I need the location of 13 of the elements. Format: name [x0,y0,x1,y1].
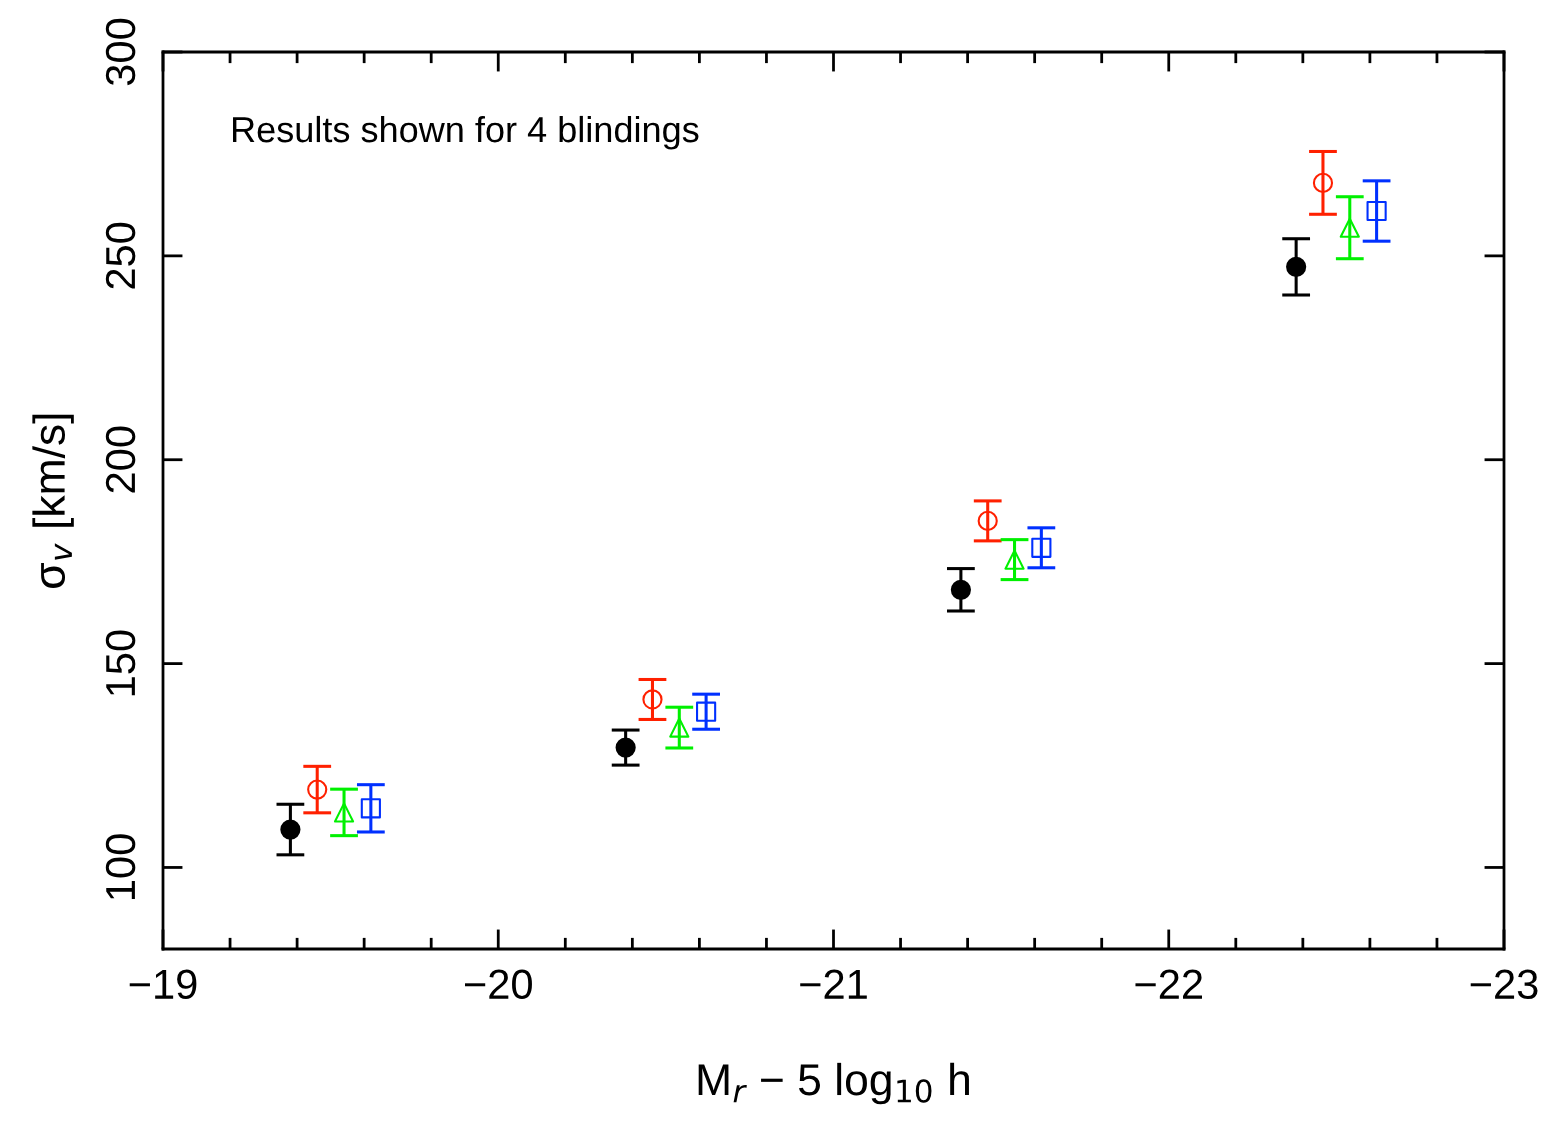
x-axis-title: M$_{r}$ − 5 log$_{10}$ h [698,1062,969,1105]
y-tick-label: 250 [105,222,136,289]
y-axis-title: σ$_{v}$ [km/s] [32,414,74,588]
x-tick-label: −21 [800,969,867,999]
y-tick-label: 300 [105,18,136,86]
x-tick-label: −20 [464,969,532,1000]
annotation: Results shown for 4 blindings [233,115,699,150]
y-tick-label: 200 [105,426,136,493]
y-tick-label: 100 [105,834,136,900]
x-tick-label: −23 [1470,969,1538,1000]
x-tick-label: −22 [1135,969,1202,999]
y-tick-label: 150 [105,630,136,696]
x-tick-label: −19 [129,969,197,1000]
